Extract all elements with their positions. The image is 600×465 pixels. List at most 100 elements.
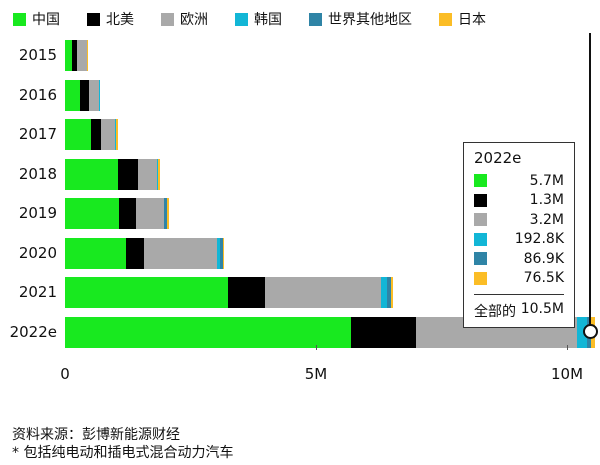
tooltip-swatch: [474, 213, 487, 227]
bar-segment[interactable]: [220, 237, 224, 269]
year-label: 2018: [18, 164, 57, 183]
bar-segment[interactable]: [144, 237, 218, 269]
tooltip-value: 1.3M: [529, 192, 564, 209]
bar-segment[interactable]: [228, 277, 266, 308]
tooltip-row: 76.5K: [474, 269, 564, 289]
bar-segment[interactable]: [577, 316, 587, 348]
axis-tick: [567, 345, 568, 350]
bar-segment[interactable]: [87, 40, 89, 71]
bar-segment[interactable]: [116, 119, 119, 150]
legend-swatch: [161, 12, 174, 26]
legend-swatch: [235, 12, 248, 26]
bar-segment[interactable]: [157, 158, 159, 190]
bar-segment[interactable]: [223, 237, 225, 269]
tooltip-value: 192.8K: [514, 231, 564, 248]
year-label: 2017: [18, 125, 57, 143]
tooltip-row: 3.2M: [474, 210, 564, 230]
year-label: 2015: [18, 46, 57, 64]
bar-segment[interactable]: [80, 79, 90, 111]
legend-item[interactable]: 北美: [87, 9, 134, 29]
legend-swatch: [87, 12, 100, 26]
bar-segment[interactable]: [65, 119, 92, 150]
bar-segment[interactable]: [91, 119, 102, 150]
bar-segment[interactable]: [65, 198, 120, 229]
bar-segment[interactable]: [65, 277, 229, 308]
tooltip-value: 76.5K: [523, 270, 564, 287]
axis-label: 5M: [304, 365, 328, 383]
bar-segment[interactable]: [65, 237, 127, 269]
bar-segment[interactable]: [387, 277, 392, 308]
bar-segment[interactable]: [138, 158, 158, 190]
tooltip-row: 1.3M: [474, 191, 564, 211]
bar-segment[interactable]: [77, 40, 88, 71]
hover-marker-line: [589, 33, 591, 331]
bar-segment[interactable]: [101, 119, 116, 150]
tooltip-total: 全部的 10.5M: [474, 301, 564, 321]
legend-swatch: [439, 12, 452, 26]
hover-marker-point[interactable]: [583, 324, 598, 339]
bar-segment[interactable]: [65, 316, 352, 348]
bar-segment[interactable]: [115, 119, 117, 150]
tooltip-swatch: [474, 232, 487, 246]
legend-item[interactable]: 欧洲: [161, 9, 208, 29]
bar-segment[interactable]: [351, 316, 417, 348]
legend-label: 日本: [458, 12, 486, 28]
bar-segment[interactable]: [99, 79, 101, 111]
tooltip-value: 5.7M: [529, 172, 564, 189]
footnote: * 包括纯电动和插电式混合动力汽车: [12, 445, 234, 461]
tooltip-swatch: [474, 271, 487, 285]
bar-2021[interactable]: [65, 277, 394, 308]
tooltip-value: 3.2M: [529, 211, 564, 228]
axis-label: 10M: [550, 365, 584, 383]
bar-segment[interactable]: [167, 198, 170, 229]
tooltip-title: 2022e: [474, 149, 522, 167]
bar-segment[interactable]: [136, 198, 165, 229]
bar-segment[interactable]: [65, 40, 73, 71]
legend-label: 北美: [106, 12, 134, 28]
footer: 资料来源：彭博新能源财经 * 包括纯电动和插电式混合动力汽车: [12, 426, 233, 462]
bar-segment[interactable]: [217, 237, 221, 269]
bar-segment[interactable]: [119, 198, 137, 229]
tooltip-swatch: [474, 193, 487, 207]
legend-item[interactable]: 韩国: [235, 9, 282, 29]
legend-swatch: [309, 12, 322, 26]
year-label: 2021: [18, 283, 57, 301]
tooltip-row: 192.8K: [474, 230, 564, 250]
year-label: 2019: [18, 204, 57, 222]
bar-2018[interactable]: [65, 158, 161, 190]
bar-segment[interactable]: [381, 277, 388, 308]
legend-label: 欧洲: [180, 12, 208, 28]
bar-segment[interactable]: [89, 79, 100, 111]
bar-segment[interactable]: [65, 158, 119, 190]
bar-2019[interactable]: [65, 198, 170, 229]
legend-item[interactable]: 世界其他地区: [309, 9, 412, 29]
bar-2016[interactable]: [65, 79, 101, 111]
bar-2017[interactable]: [65, 119, 119, 150]
tooltip: 2022e 5.7M 1.3M 3.2M 192.8K 86.9K 76.5K 全部的 1…: [463, 142, 575, 328]
bar-segment[interactable]: [118, 158, 139, 190]
bar-segment[interactable]: [158, 158, 161, 190]
bar-2015[interactable]: [65, 40, 89, 71]
axis-tick: [316, 345, 317, 350]
tooltip-total-value: 10.5M: [520, 301, 564, 317]
tooltip-divider: [474, 294, 564, 295]
bar-2020[interactable]: [65, 237, 225, 269]
tooltip-value: 86.9K: [523, 250, 564, 267]
axis-label: 0: [60, 365, 70, 383]
bar-segment[interactable]: [391, 277, 394, 308]
legend-swatch: [13, 12, 26, 26]
bar-segment[interactable]: [72, 40, 78, 71]
bar-segment[interactable]: [164, 198, 168, 229]
legend-item[interactable]: 中国: [13, 9, 60, 29]
bar-segment[interactable]: [126, 237, 145, 269]
year-label: 2020: [18, 243, 57, 262]
bar-segment[interactable]: [265, 277, 382, 308]
tooltip-total-label: 全部的: [474, 304, 516, 320]
legend-label: 中国: [32, 12, 60, 28]
tooltip-row: 5.7M: [474, 171, 564, 191]
tooltip-row: 86.9K: [474, 249, 564, 269]
legend: 中国 北美 欧洲 韩国 世界其他地区 日本: [13, 9, 513, 29]
legend-item[interactable]: 日本: [439, 9, 486, 29]
bar-segment[interactable]: [65, 79, 81, 111]
year-label: 2022e: [9, 322, 57, 341]
